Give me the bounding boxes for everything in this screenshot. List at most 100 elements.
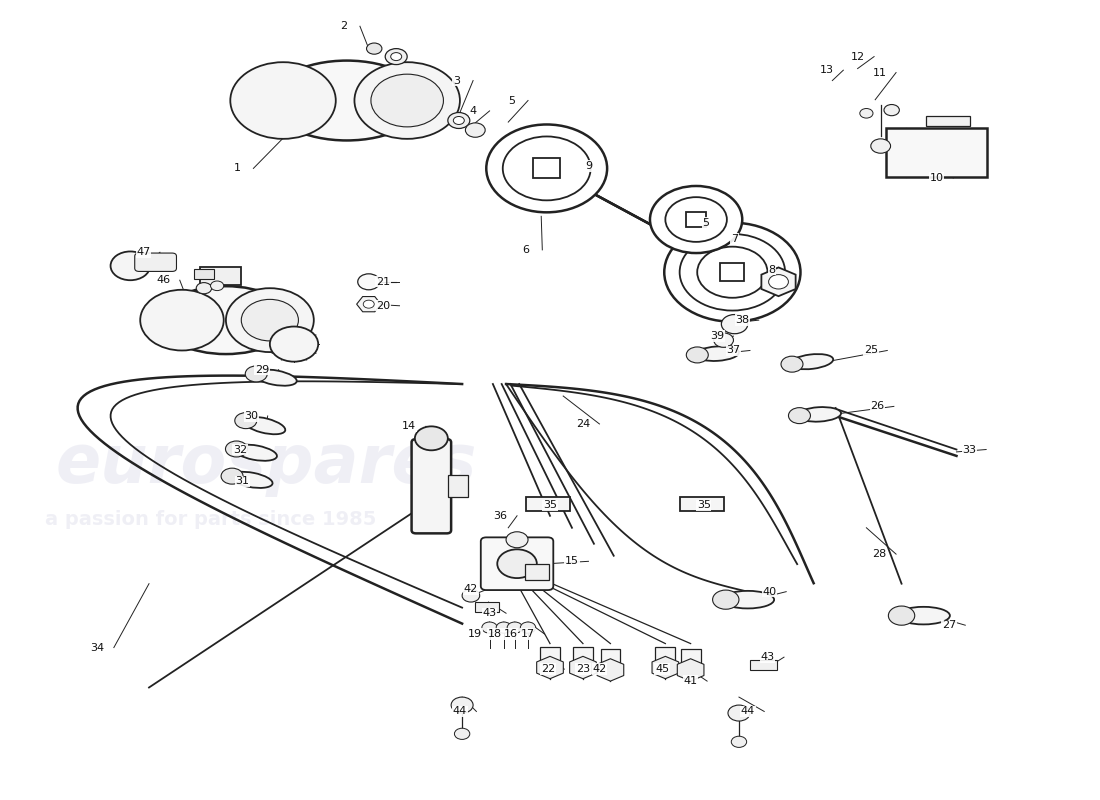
Circle shape — [781, 356, 803, 372]
Circle shape — [860, 109, 873, 118]
Bar — [194, 269, 213, 279]
Text: 15: 15 — [565, 556, 579, 566]
Circle shape — [520, 622, 536, 633]
Circle shape — [496, 622, 512, 633]
Bar — [199, 267, 241, 285]
Text: 4: 4 — [470, 106, 476, 116]
Circle shape — [871, 139, 891, 154]
Circle shape — [697, 246, 768, 298]
Circle shape — [507, 622, 522, 633]
Circle shape — [884, 105, 900, 116]
Circle shape — [666, 197, 727, 242]
Circle shape — [465, 123, 485, 138]
Circle shape — [354, 62, 460, 139]
Text: 8: 8 — [769, 265, 776, 275]
Text: 33: 33 — [962, 445, 977, 454]
Text: 5: 5 — [508, 95, 515, 106]
Circle shape — [234, 413, 256, 429]
Circle shape — [226, 441, 248, 457]
Text: 24: 24 — [575, 419, 590, 429]
Ellipse shape — [234, 445, 277, 461]
Bar — [540, 646, 560, 669]
Text: 46: 46 — [156, 275, 170, 286]
Circle shape — [358, 274, 379, 290]
Bar — [526, 497, 570, 511]
Bar — [681, 649, 701, 671]
Circle shape — [789, 408, 811, 424]
Circle shape — [111, 251, 150, 280]
Circle shape — [664, 222, 801, 322]
Bar — [656, 646, 675, 669]
Text: 41: 41 — [683, 676, 697, 686]
Circle shape — [713, 590, 739, 610]
Circle shape — [371, 74, 443, 127]
Circle shape — [728, 705, 750, 721]
Circle shape — [462, 590, 480, 602]
Text: 11: 11 — [872, 67, 887, 78]
Text: 27: 27 — [942, 620, 956, 630]
Text: 37: 37 — [726, 346, 740, 355]
Text: 34: 34 — [90, 642, 104, 653]
Circle shape — [769, 274, 789, 289]
Circle shape — [221, 468, 243, 484]
FancyBboxPatch shape — [134, 253, 176, 271]
Text: 44: 44 — [453, 706, 468, 717]
Ellipse shape — [798, 407, 842, 422]
Circle shape — [686, 347, 708, 363]
Text: 25: 25 — [864, 346, 878, 355]
Text: 36: 36 — [494, 510, 507, 521]
Bar — [720, 263, 745, 281]
Text: 45: 45 — [654, 664, 669, 674]
Text: 10: 10 — [930, 173, 944, 183]
Text: 3: 3 — [453, 75, 460, 86]
Circle shape — [650, 186, 743, 253]
Text: 32: 32 — [233, 445, 248, 454]
Polygon shape — [537, 656, 563, 678]
Ellipse shape — [722, 591, 774, 609]
Circle shape — [680, 234, 785, 310]
Circle shape — [722, 314, 748, 334]
Circle shape — [448, 113, 470, 129]
Ellipse shape — [695, 346, 739, 361]
Text: 23: 23 — [576, 664, 590, 674]
Circle shape — [390, 53, 402, 61]
Text: a passion for parts since 1985: a passion for parts since 1985 — [45, 510, 376, 530]
Circle shape — [503, 137, 591, 200]
Text: 42: 42 — [592, 664, 606, 674]
Text: 35: 35 — [543, 501, 557, 510]
Circle shape — [385, 49, 407, 65]
Text: 26: 26 — [870, 402, 884, 411]
Polygon shape — [570, 656, 596, 678]
Text: 42: 42 — [464, 584, 478, 594]
Circle shape — [451, 697, 473, 713]
FancyBboxPatch shape — [481, 538, 553, 590]
FancyBboxPatch shape — [750, 659, 778, 670]
Circle shape — [196, 282, 211, 294]
Ellipse shape — [243, 417, 285, 434]
Bar — [525, 564, 549, 580]
Text: 14: 14 — [403, 422, 417, 431]
Text: 2: 2 — [340, 22, 346, 31]
Circle shape — [714, 333, 734, 347]
Text: 43: 43 — [483, 608, 496, 618]
FancyBboxPatch shape — [475, 602, 499, 612]
Text: 17: 17 — [521, 629, 535, 639]
Circle shape — [486, 125, 607, 212]
Circle shape — [363, 300, 374, 308]
Ellipse shape — [898, 607, 950, 625]
Text: 16: 16 — [504, 629, 517, 639]
Text: 40: 40 — [762, 586, 777, 597]
Circle shape — [732, 736, 747, 747]
Text: 20: 20 — [376, 301, 390, 310]
Circle shape — [366, 43, 382, 54]
Text: 21: 21 — [376, 277, 390, 287]
Ellipse shape — [160, 286, 292, 354]
Text: 39: 39 — [710, 331, 724, 341]
Circle shape — [140, 290, 223, 350]
Circle shape — [506, 532, 528, 548]
Text: 43: 43 — [760, 652, 774, 662]
Polygon shape — [761, 267, 795, 296]
Circle shape — [415, 426, 448, 450]
FancyBboxPatch shape — [411, 439, 451, 534]
Polygon shape — [597, 658, 624, 681]
